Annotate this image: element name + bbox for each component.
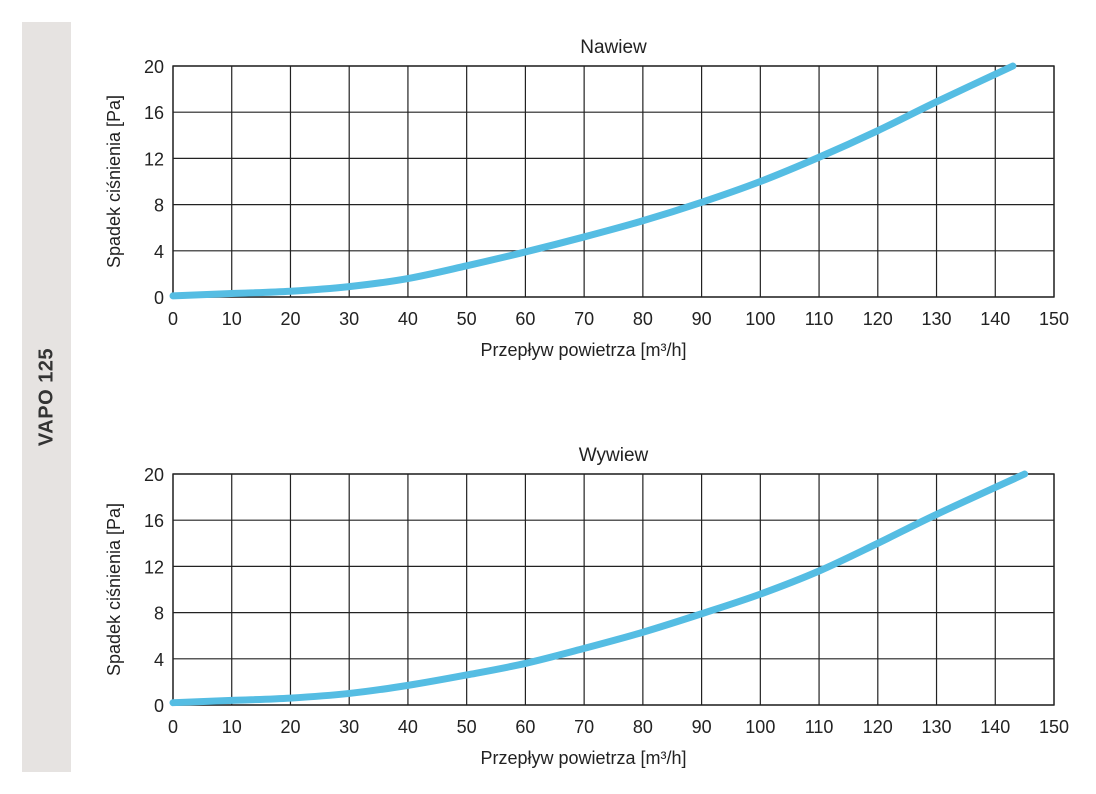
y-tick-label: 4 bbox=[154, 650, 164, 670]
x-tick-label: 10 bbox=[222, 717, 242, 737]
chart-title: Nawiew bbox=[580, 37, 647, 58]
x-tick-label: 90 bbox=[692, 309, 712, 329]
x-tick-label: 20 bbox=[280, 717, 300, 737]
y-tick-label: 12 bbox=[144, 149, 164, 169]
x-tick-label: 40 bbox=[398, 309, 418, 329]
x-tick-label: 0 bbox=[168, 717, 178, 737]
product-sidebar bbox=[22, 22, 71, 772]
y-tick-label: 8 bbox=[154, 604, 164, 624]
x-tick-label: 120 bbox=[863, 309, 893, 329]
y-tick-label: 4 bbox=[154, 242, 164, 262]
x-tick-label: 40 bbox=[398, 717, 418, 737]
y-tick-label: 8 bbox=[154, 196, 164, 216]
x-tick-label: 80 bbox=[633, 309, 653, 329]
x-tick-label: 50 bbox=[457, 309, 477, 329]
series-line-wywiew bbox=[169, 470, 1029, 707]
x-tick-label: 30 bbox=[339, 717, 359, 737]
x-tick-label: 60 bbox=[515, 309, 535, 329]
x-tick-label: 140 bbox=[980, 309, 1010, 329]
y-axis-label: Spadek ciśnienia [Pa] bbox=[104, 503, 124, 676]
y-tick-label: 12 bbox=[144, 557, 164, 577]
y-tick-label: 20 bbox=[144, 57, 164, 77]
y-tick-label: 20 bbox=[144, 465, 164, 485]
x-tick-label: 100 bbox=[745, 309, 775, 329]
x-tick-label: 70 bbox=[574, 717, 594, 737]
y-tick-label: 16 bbox=[144, 103, 164, 123]
x-tick-label: 60 bbox=[515, 717, 535, 737]
x-tick-label: 100 bbox=[745, 717, 775, 737]
x-tick-label: 10 bbox=[222, 309, 242, 329]
x-tick-label: 120 bbox=[863, 717, 893, 737]
x-tick-label: 70 bbox=[574, 309, 594, 329]
x-tick-label: 110 bbox=[805, 717, 834, 737]
plot-frame bbox=[172, 65, 1055, 298]
series-line-nawiew bbox=[169, 62, 1017, 300]
y-tick-label: 0 bbox=[154, 696, 164, 716]
x-tick-label: 150 bbox=[1039, 309, 1069, 329]
x-tick-label: 30 bbox=[339, 309, 359, 329]
x-tick-label: 150 bbox=[1039, 717, 1069, 737]
x-tick-label: 80 bbox=[633, 717, 653, 737]
x-axis-label: Przepływ powietrza [m³/h] bbox=[480, 748, 686, 768]
chart-title: Wywiew bbox=[579, 445, 649, 466]
x-tick-label: 90 bbox=[692, 717, 712, 737]
plot-frame bbox=[172, 473, 1055, 706]
x-tick-label: 130 bbox=[922, 309, 952, 329]
x-tick-label: 110 bbox=[805, 309, 834, 329]
y-axis-label: Spadek ciśnienia [Pa] bbox=[104, 95, 124, 268]
x-tick-label: 0 bbox=[168, 309, 178, 329]
x-tick-label: 20 bbox=[280, 309, 300, 329]
x-tick-label: 50 bbox=[457, 717, 477, 737]
y-tick-label: 16 bbox=[144, 511, 164, 531]
x-tick-label: 140 bbox=[980, 717, 1010, 737]
x-axis-label: Przepływ powietrza [m³/h] bbox=[480, 340, 686, 360]
y-tick-label: 0 bbox=[154, 288, 164, 308]
x-tick-label: 130 bbox=[922, 717, 952, 737]
